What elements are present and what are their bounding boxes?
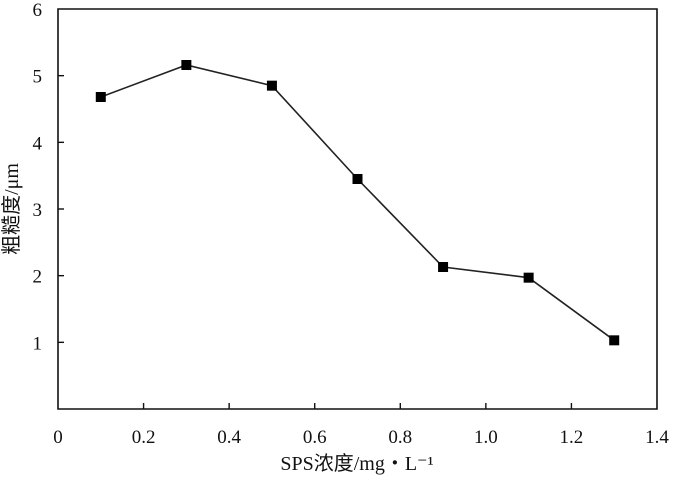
data-point — [266, 80, 277, 91]
data-point — [523, 272, 534, 283]
ticks — [58, 74, 573, 409]
x-tick-label: 0 — [53, 427, 63, 448]
series-line — [100, 64, 615, 341]
y-tick-label: 5 — [33, 67, 43, 88]
y-tick-label: 6 — [33, 0, 43, 21]
data-point — [181, 60, 192, 70]
y-tick-label: 2 — [33, 267, 43, 288]
data-point — [352, 174, 363, 184]
x-tick-label: 0.6 — [303, 427, 327, 448]
x-tick-label: 1.4 — [645, 427, 669, 448]
x-tick-label: 1.0 — [474, 427, 498, 448]
y-tick-label: 3 — [33, 200, 43, 221]
x-tick-label: 0.2 — [132, 427, 156, 448]
x-tick-label: 0.8 — [388, 427, 412, 448]
series — [95, 60, 620, 346]
y-axis-title: 粗糙度/μm — [0, 163, 23, 255]
plot-frame — [57, 8, 658, 410]
y-tick-label: 4 — [33, 133, 43, 154]
data-point — [438, 262, 449, 272]
data-point — [609, 335, 620, 346]
x-tick-label: 1.2 — [560, 427, 584, 448]
x-axis-title: SPS浓度/mg・L⁻¹ — [280, 452, 433, 475]
data-point — [95, 92, 106, 102]
tick-labels: 0 0.2 0.4 0.6 0.8 1.0 1.2 1.4 1 2 3 4 5 6 — [33, 0, 670, 448]
y-tick-label: 1 — [33, 333, 43, 354]
x-tick-label: 0.4 — [217, 427, 241, 448]
axes — [57, 8, 658, 410]
